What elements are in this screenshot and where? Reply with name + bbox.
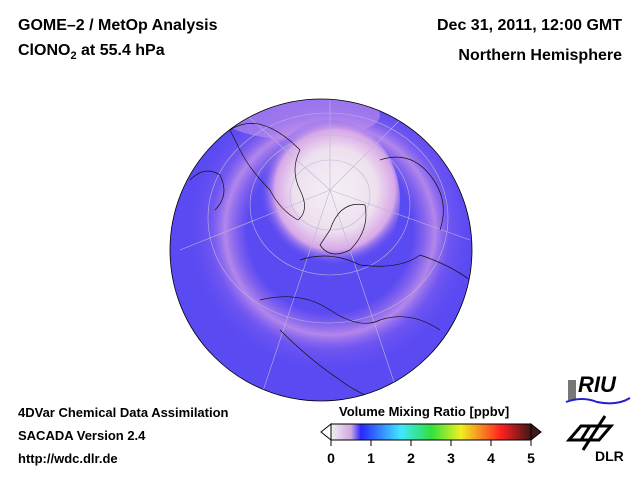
- colorbar-tick: 2: [407, 450, 415, 466]
- polar-vortex-region: [260, 120, 400, 280]
- footer-method: 4DVar Chemical Data Assimilation: [18, 405, 229, 420]
- species-level: at 55.4 hPa: [76, 42, 165, 59]
- colorbar-tick: 0: [327, 450, 335, 466]
- colorbar-tick: 5: [527, 450, 535, 466]
- colorbar-tick: 3: [447, 450, 455, 466]
- footer-url[interactable]: http://wdc.dlr.de: [18, 451, 118, 466]
- species-label: ClONO2 at 55.4 hPa: [18, 42, 165, 62]
- coastlines: [189, 123, 471, 401]
- colorbar-tick: 4: [487, 450, 495, 466]
- map-title: GOME–2 / MetOp Analysis: [18, 17, 218, 34]
- dlr-logo: DLR: [565, 412, 625, 464]
- colorbar: [320, 422, 542, 446]
- species-name: ClONO: [18, 42, 71, 59]
- colorbar-min-arrow: [320, 422, 332, 442]
- datetime-label: Dec 31, 2011, 12:00 GMT: [437, 17, 622, 34]
- colorbar-gradient: [330, 423, 532, 441]
- colorbar-max-arrow: [530, 422, 542, 442]
- globe-outline: [169, 98, 473, 402]
- footer-version: SACADA Version 2.4: [18, 428, 146, 443]
- colorbar-tick: 1: [367, 450, 375, 466]
- region-label: Northern Hemisphere: [458, 47, 622, 64]
- species-subscript: 2: [70, 50, 77, 63]
- colorbar-title: Volume Mixing Ratio [ppbv]: [339, 404, 510, 419]
